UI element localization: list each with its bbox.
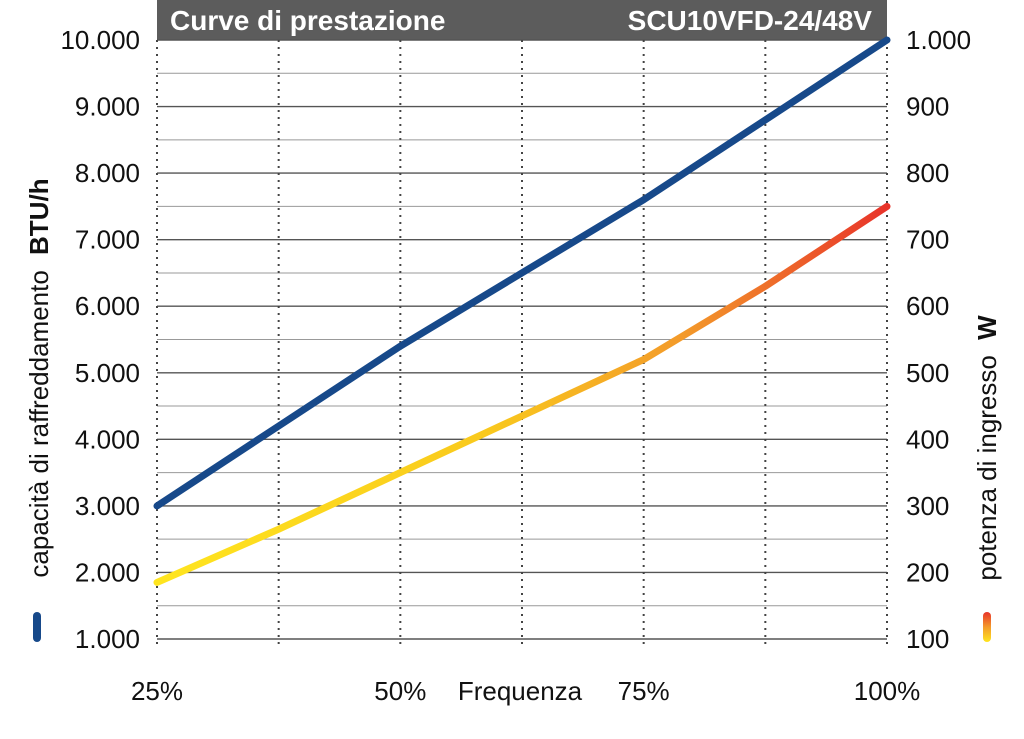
legend-power-swatch bbox=[983, 612, 991, 642]
y-left-tick-label: 10.000 bbox=[60, 25, 140, 55]
y-right-tick-label: 1.000 bbox=[906, 25, 971, 55]
y-right-tick-label: 100 bbox=[906, 624, 949, 654]
x-tick-label: 75% bbox=[618, 676, 670, 706]
y-left-tick-label: 9.000 bbox=[75, 92, 140, 122]
y-right-tick-label: 700 bbox=[906, 225, 949, 255]
y-right-tick-label: 600 bbox=[906, 291, 949, 321]
y-left-tick-label: 6.000 bbox=[75, 291, 140, 321]
chart-title: Curve di prestazione bbox=[170, 5, 445, 36]
y-right-tick-label: 500 bbox=[906, 358, 949, 388]
series-line-power bbox=[153, 202, 891, 586]
y-left-axis-title-text: capacità di raffreddamento bbox=[24, 270, 54, 577]
series-line-capacity bbox=[153, 36, 891, 510]
legend-capacity-swatch bbox=[33, 612, 41, 642]
right-tick-labels: 100 200 300 400 500 600 700 800 900 1.000 bbox=[906, 25, 971, 654]
x-tick-label: 100% bbox=[854, 676, 921, 706]
title-bar bbox=[157, 0, 887, 40]
grid bbox=[156, 39, 888, 649]
y-right-axis-title-text: potenza di ingresso bbox=[972, 355, 1002, 580]
y-right-tick-label: 400 bbox=[906, 424, 949, 454]
series-layer bbox=[153, 36, 891, 586]
left-tick-labels: 1.000 2.000 3.000 4.000 5.000 6.000 7.000 8.000… bbox=[60, 25, 140, 654]
y-right-tick-label: 900 bbox=[906, 92, 949, 122]
x-axis-title: Frequenza bbox=[458, 676, 583, 706]
y-right-axis-title: potenza di ingresso W bbox=[972, 315, 1002, 581]
y-left-tick-label: 1.000 bbox=[75, 624, 140, 654]
y-left-tick-label: 8.000 bbox=[75, 158, 140, 188]
y-left-axis-title: capacità di raffreddamento BTU/h bbox=[24, 178, 54, 577]
y-right-axis-title-unit: W bbox=[972, 315, 1002, 340]
x-tick-label: 50% bbox=[374, 676, 426, 706]
y-left-tick-label: 4.000 bbox=[75, 424, 140, 454]
y-right-tick-label: 800 bbox=[906, 158, 949, 188]
y-right-tick-label: 300 bbox=[906, 491, 949, 521]
y-left-tick-label: 5.000 bbox=[75, 358, 140, 388]
y-left-axis-title-unit: BTU/h bbox=[24, 178, 54, 255]
x-tick-labels: 25% 50% 75% 100% bbox=[131, 676, 920, 706]
y-left-tick-label: 2.000 bbox=[75, 557, 140, 587]
y-left-tick-label: 3.000 bbox=[75, 491, 140, 521]
y-right-tick-label: 200 bbox=[906, 557, 949, 587]
chart-model: SCU10VFD-24/48V bbox=[628, 5, 873, 36]
x-tick-label: 25% bbox=[131, 676, 183, 706]
y-left-tick-label: 7.000 bbox=[75, 225, 140, 255]
